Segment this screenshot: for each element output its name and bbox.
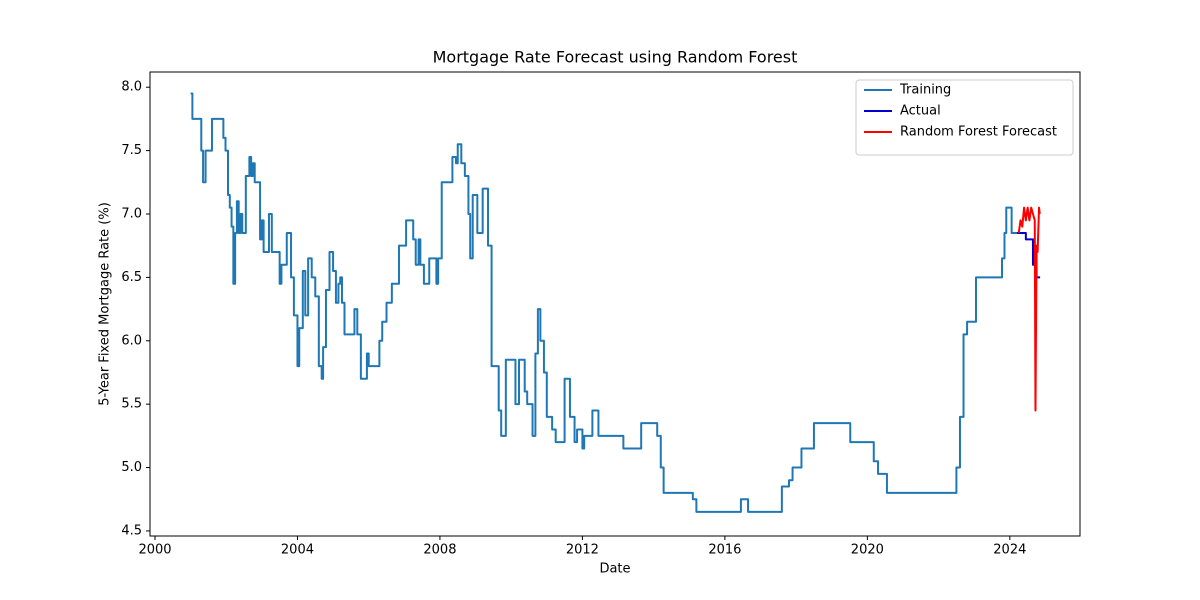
y-tick-label: 5.0 <box>121 460 142 475</box>
y-tick-label: 6.5 <box>121 270 142 285</box>
y-tick-label: 4.5 <box>121 523 142 538</box>
legend-label: Random Forest Forecast <box>900 125 1057 140</box>
x-tick-label: 2000 <box>138 543 171 558</box>
y-tick-label: 6.0 <box>121 333 142 348</box>
y-tick-label: 7.5 <box>121 143 142 158</box>
legend-label: Actual <box>900 104 941 119</box>
series-line <box>190 92 1018 513</box>
legend-label: Training <box>899 83 951 98</box>
legend-box <box>855 79 1074 156</box>
x-axis-label: Date <box>599 562 630 577</box>
x-tick-label: 2016 <box>708 543 741 558</box>
x-tick-label: 2008 <box>423 543 456 558</box>
x-tick-label: 2012 <box>566 543 599 558</box>
x-tick-label: 2004 <box>281 543 314 558</box>
y-tick-label: 8.0 <box>121 80 142 95</box>
x-tick-label: 2024 <box>993 543 1026 558</box>
series-line <box>1017 206 1041 412</box>
x-tick-label: 2020 <box>851 543 884 558</box>
y-axis-label: 5-Year Fixed Mortgage Rate (%) <box>98 202 113 406</box>
plot-frame <box>149 71 1081 537</box>
y-tick-label: 5.5 <box>121 397 142 412</box>
chart-title: Mortgage Rate Forecast using Random Fore… <box>433 48 798 67</box>
y-tick-label: 7.0 <box>121 206 142 221</box>
